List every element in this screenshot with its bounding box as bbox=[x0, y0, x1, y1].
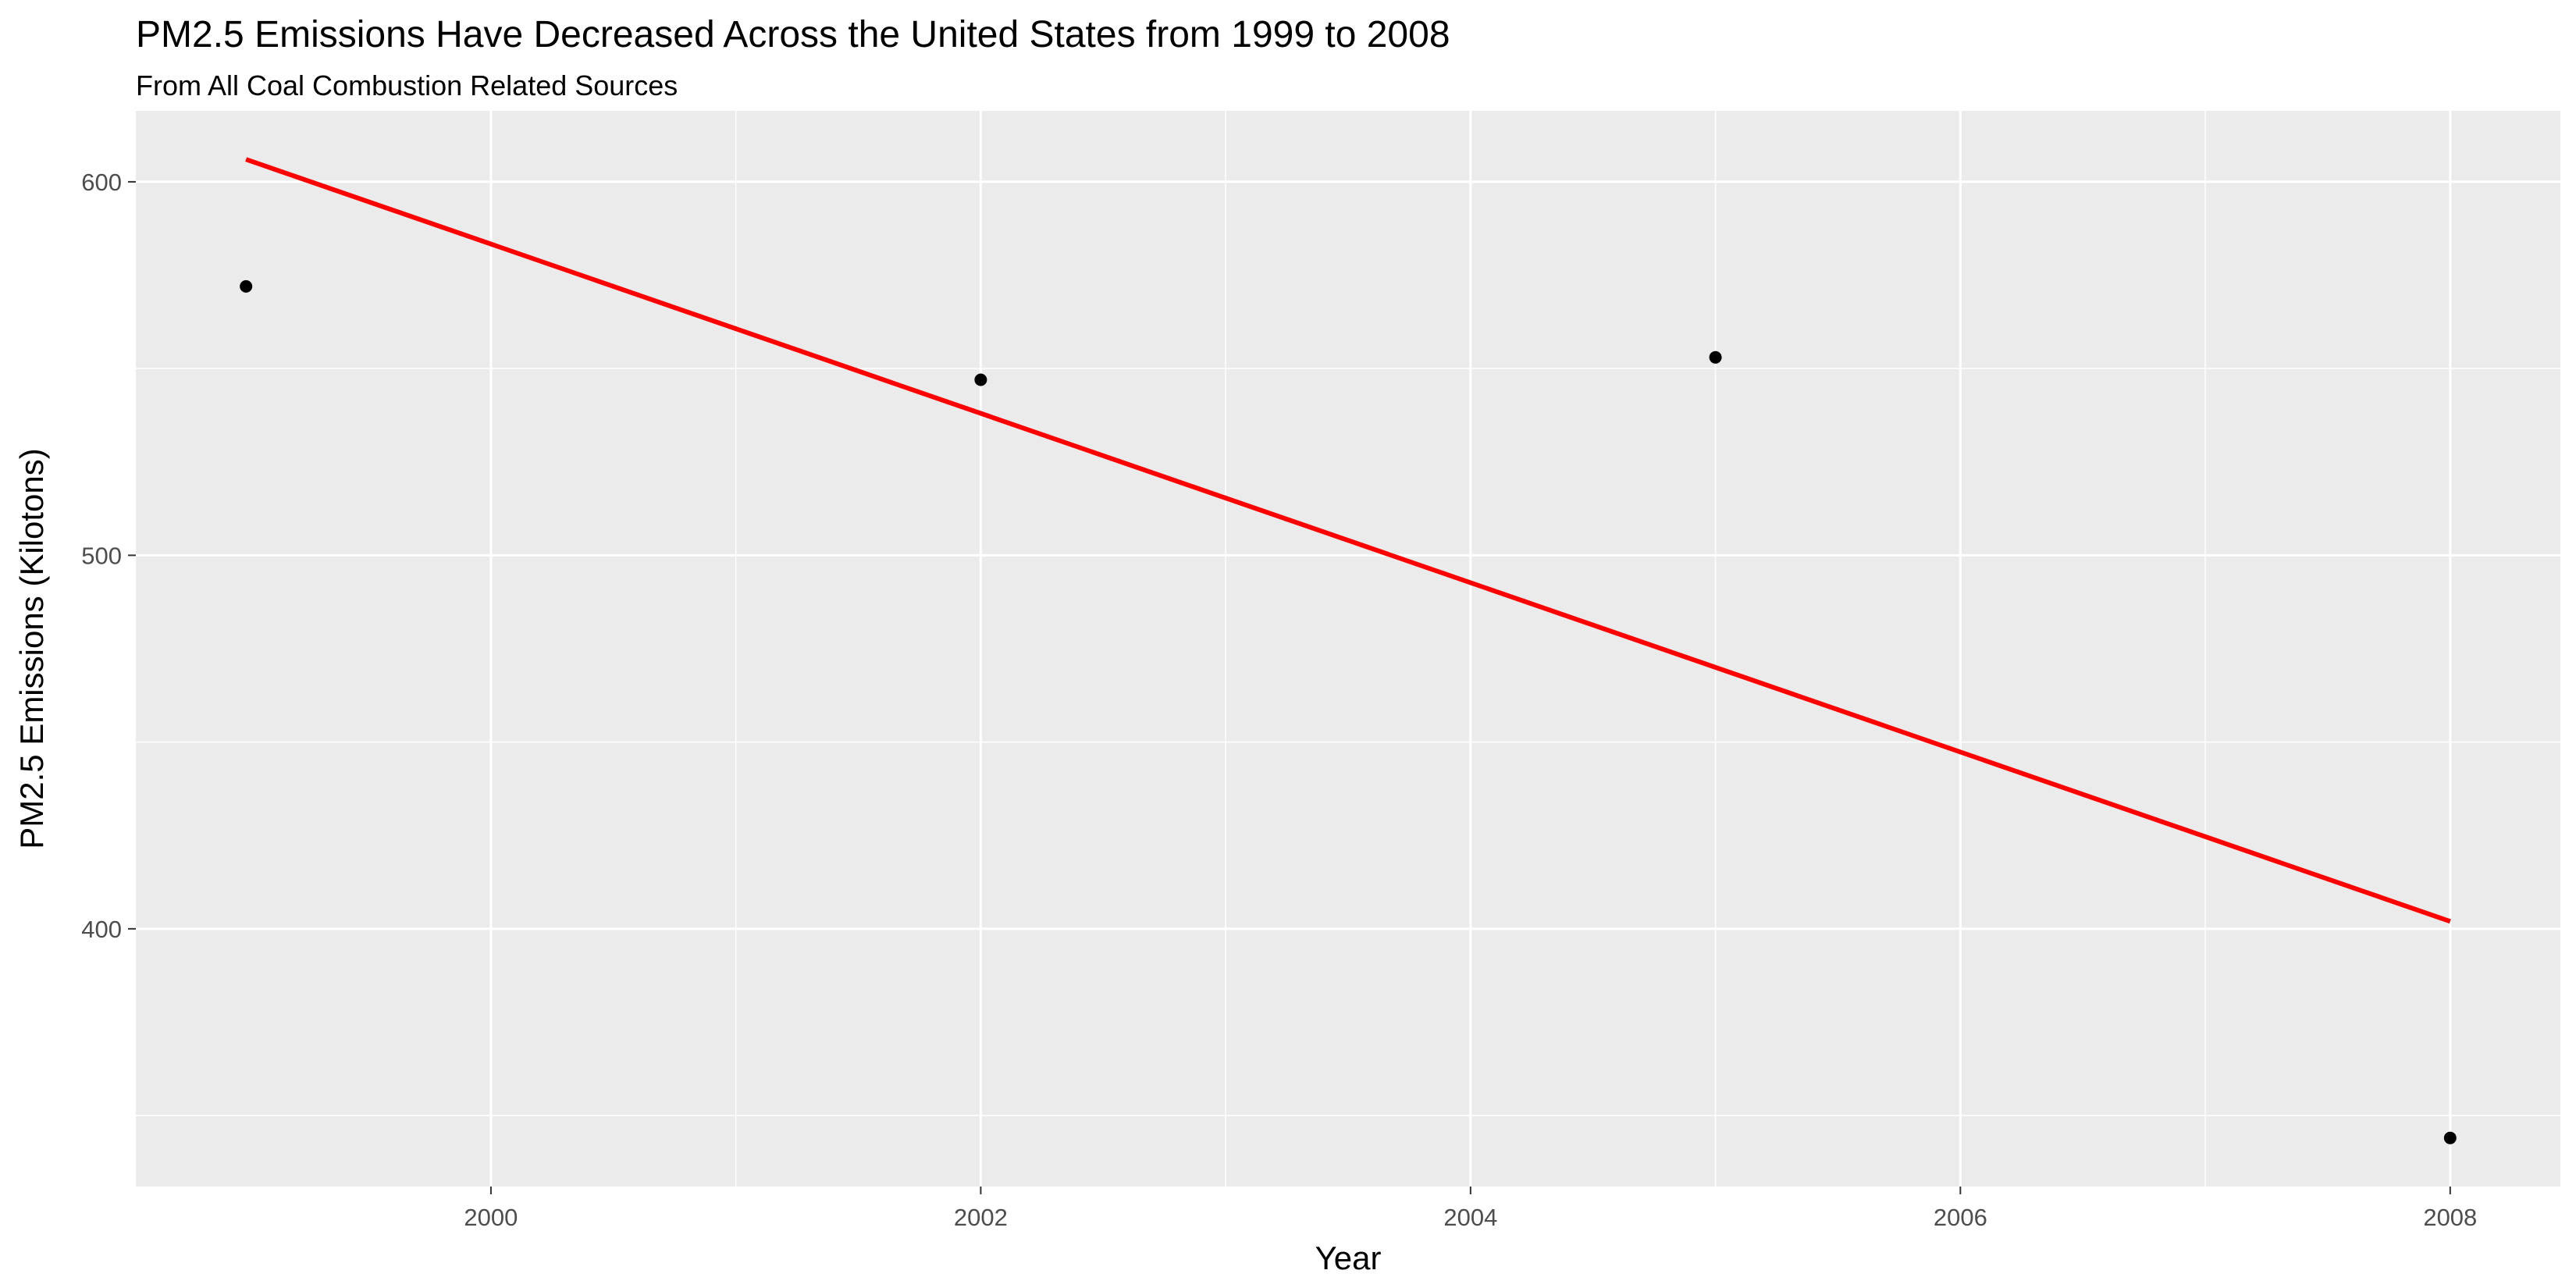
data-marks bbox=[240, 157, 2457, 1144]
data-point bbox=[1709, 350, 1722, 364]
data-point bbox=[974, 373, 987, 386]
data-point bbox=[240, 279, 253, 293]
trend-line bbox=[245, 157, 2451, 924]
x-axis-title: Year bbox=[1315, 1240, 1382, 1276]
y-tick-label: 600 bbox=[81, 169, 122, 196]
y-tick-label: 500 bbox=[81, 542, 122, 569]
x-tick-label: 2000 bbox=[464, 1204, 518, 1231]
x-tick-label: 2002 bbox=[954, 1204, 1008, 1231]
chart-subtitle: From All Coal Combustion Related Sources bbox=[136, 69, 678, 101]
x-tick-label: 2004 bbox=[1443, 1204, 1497, 1231]
x-tick-label: 2008 bbox=[2423, 1204, 2477, 1231]
axes: 2000 2002 2004 2006 2008 400 500 600 bbox=[81, 169, 2477, 1231]
x-tick-label: 2006 bbox=[1934, 1204, 1987, 1231]
y-axis-title: PM2.5 Emissions (Kilotons) bbox=[13, 448, 50, 849]
y-tick-label: 400 bbox=[81, 916, 122, 943]
grid-minor bbox=[136, 111, 2560, 1187]
chart-title: PM2.5 Emissions Have Decreased Across th… bbox=[136, 14, 1450, 55]
grid-major bbox=[136, 111, 2560, 1187]
plot-panel bbox=[136, 111, 2560, 1187]
data-point bbox=[2443, 1131, 2457, 1144]
